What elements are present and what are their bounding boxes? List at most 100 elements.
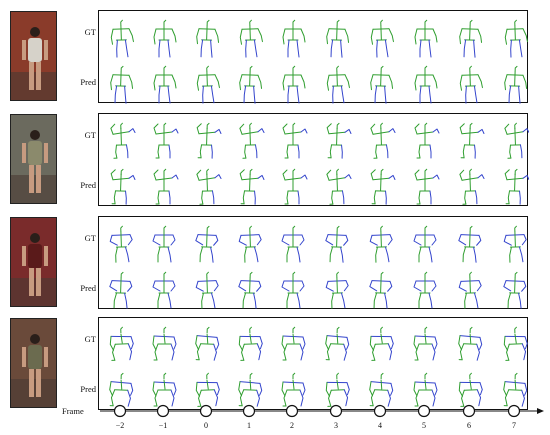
pred-pose-frame-3 (238, 271, 262, 309)
pred-pose-frame-0 (110, 65, 134, 104)
frame-marker (462, 404, 476, 418)
gt-pose-frame-8 (458, 326, 483, 361)
pred-pose-frame-3 (239, 65, 263, 104)
frame-tick-label: 1 (247, 421, 251, 430)
pred-row-label: Pred (80, 283, 96, 293)
gt-pose-frame-1 (152, 225, 176, 263)
pred-pose-frame-5 (325, 271, 349, 309)
gt-pose-frame-8 (458, 225, 482, 263)
pred-pose-frame-6 (370, 168, 396, 205)
pred-pose-frame-3 (239, 168, 265, 205)
gt-pose-frame-5 (326, 19, 350, 58)
gt-pose-frame-9 (503, 326, 528, 361)
pred-pose-frame-2 (196, 168, 222, 205)
pred-pose-frame-8 (459, 168, 485, 205)
gt-pose-frame-2 (196, 19, 220, 58)
frame-tick-label: 4 (378, 421, 382, 430)
gt-pose-frame-0 (110, 122, 136, 159)
gt-pose-frame-7 (413, 225, 437, 263)
gt-pose-frame-2 (195, 326, 220, 361)
frame-marker (242, 404, 256, 418)
gt-pose-frame-8 (459, 19, 483, 58)
pred-pose-frame-2 (195, 372, 220, 407)
pred-pose-frame-3 (238, 372, 263, 407)
pred-row-label: Pred (80, 384, 96, 394)
gt-pose-frame-0 (110, 19, 134, 58)
input-image-seq-3 (10, 217, 57, 307)
pred-pose-frame-8 (458, 372, 483, 407)
pred-pose-frame-0 (109, 271, 133, 309)
frame-marker (285, 404, 299, 418)
gt-pose-frame-3 (238, 225, 262, 263)
person-photo-figure (11, 115, 56, 203)
pred-pose-frame-4 (282, 168, 308, 205)
timeline-arrow-icon (537, 408, 544, 414)
pred-pose-frame-4 (281, 372, 306, 407)
frame-axis-title: Frame (62, 406, 84, 416)
gt-pose-frame-8 (459, 122, 485, 159)
pred-pose-frame-5 (325, 372, 350, 407)
pred-pose-frame-1 (152, 372, 177, 407)
frame-marker (507, 404, 521, 418)
pred-pose-frame-1 (153, 168, 179, 205)
pred-row-label: Pred (80, 77, 96, 87)
pred-pose-frame-1 (153, 65, 177, 104)
gt-pose-frame-6 (370, 122, 396, 159)
frame-tick-label: 5 (422, 421, 426, 430)
pred-pose-frame-4 (282, 65, 306, 104)
gt-pose-frame-0 (109, 225, 133, 263)
gt-pose-frame-0 (109, 326, 134, 361)
gt-pose-frame-7 (414, 19, 438, 58)
gt-pose-frame-3 (239, 19, 263, 58)
frame-tick-label: 3 (334, 421, 338, 430)
pred-pose-frame-9 (504, 65, 528, 104)
gt-pose-frame-7 (413, 326, 438, 361)
frame-tick-label: 6 (467, 421, 471, 430)
gt-pose-frame-9 (503, 225, 527, 263)
gt-pose-frame-4 (282, 122, 308, 159)
input-image-seq-1 (10, 11, 57, 101)
gt-pose-frame-1 (153, 122, 179, 159)
frame-tick-label: 0 (204, 421, 208, 430)
frame-tick-label: 2 (290, 421, 294, 430)
gt-pose-frame-2 (195, 225, 219, 263)
gt-pose-frame-9 (504, 122, 529, 159)
frame-marker (199, 404, 213, 418)
gt-pose-frame-3 (239, 122, 265, 159)
frame-tick-label: −1 (159, 421, 168, 430)
frame-marker (417, 404, 431, 418)
pred-pose-frame-0 (109, 372, 134, 407)
gt-pose-frame-7 (414, 122, 440, 159)
gt-pose-frame-1 (153, 19, 177, 58)
gt-pose-frame-4 (281, 326, 306, 361)
pred-pose-frame-2 (195, 271, 219, 309)
pred-pose-frame-5 (326, 168, 352, 205)
input-image-seq-2 (10, 114, 57, 204)
pred-pose-frame-7 (414, 168, 440, 205)
pred-pose-frame-2 (196, 65, 220, 104)
pred-pose-frame-7 (413, 271, 437, 309)
frame-tick-label: −2 (116, 421, 125, 430)
pred-pose-frame-0 (110, 168, 136, 205)
gt-pose-frame-4 (281, 225, 305, 263)
pred-pose-frame-7 (414, 65, 438, 104)
frame-tick-label: 7 (512, 421, 516, 430)
gt-pose-frame-6 (369, 225, 393, 263)
pred-pose-frame-9 (504, 168, 529, 205)
gt-row-label: GT (84, 233, 96, 243)
person-photo-figure (11, 319, 56, 407)
pred-pose-frame-8 (459, 65, 483, 104)
pred-row-label: Pred (80, 180, 96, 190)
frame-timeline: −2 −1 0 1 2 3 4 5 6 7 (100, 404, 544, 430)
gt-pose-frame-5 (326, 122, 352, 159)
gt-row-label: GT (84, 334, 96, 344)
gt-pose-frame-1 (152, 326, 177, 361)
pred-pose-frame-1 (152, 271, 176, 309)
person-photo-figure (11, 218, 56, 306)
person-photo-figure (11, 12, 56, 100)
gt-pose-frame-2 (196, 122, 222, 159)
pred-pose-frame-9 (503, 271, 527, 309)
pred-pose-frame-6 (369, 271, 393, 309)
frame-marker (113, 404, 127, 418)
pred-pose-frame-6 (369, 372, 394, 407)
